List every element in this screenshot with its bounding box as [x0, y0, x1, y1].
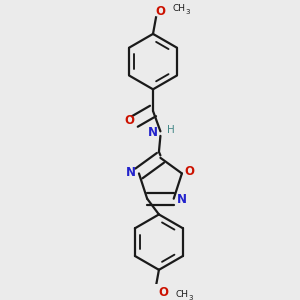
Text: O: O: [185, 165, 195, 178]
Text: 3: 3: [185, 9, 190, 15]
Text: O: O: [124, 114, 134, 127]
Text: CH: CH: [176, 290, 188, 299]
Text: N: N: [125, 166, 136, 179]
Text: O: O: [158, 286, 168, 299]
Text: N: N: [148, 126, 158, 140]
Text: 3: 3: [188, 295, 193, 300]
Text: N: N: [177, 193, 187, 206]
Text: CH: CH: [172, 4, 186, 14]
Text: H: H: [167, 125, 175, 135]
Text: O: O: [155, 5, 166, 18]
